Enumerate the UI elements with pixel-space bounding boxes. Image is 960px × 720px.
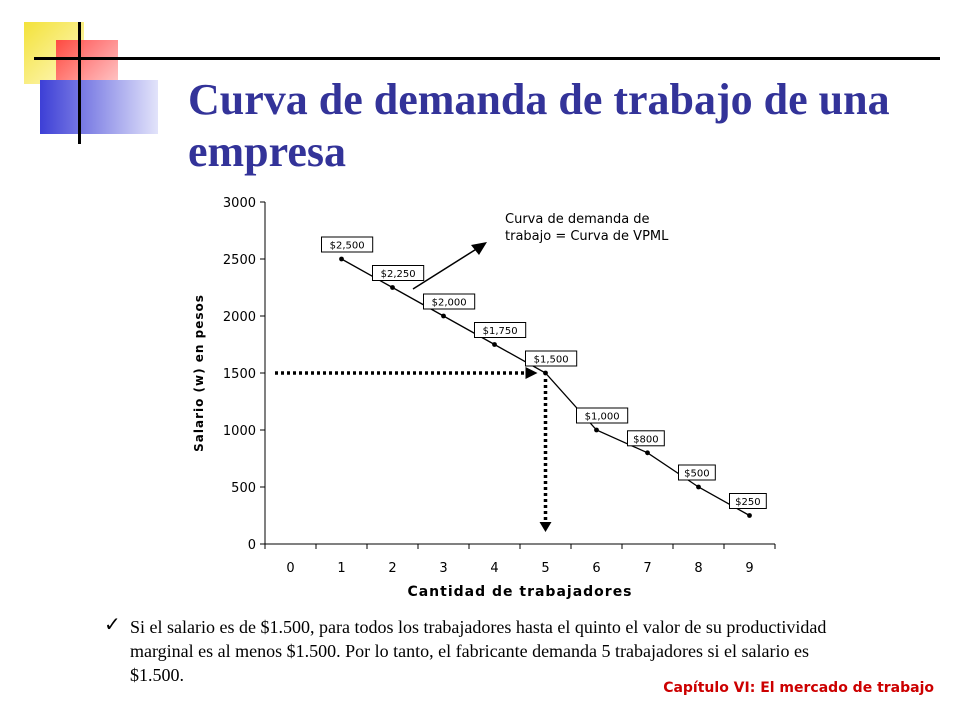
- point-label-box: [729, 493, 767, 509]
- deco-blue-square: [40, 80, 158, 134]
- y-tick-label: 0: [248, 538, 256, 553]
- y-axis-label: Salario (w) en pesos: [192, 294, 206, 452]
- point-label-text: $2,500: [330, 241, 365, 252]
- data-point: [747, 513, 752, 518]
- data-point: [543, 370, 548, 376]
- y-tick-label: 1500: [223, 367, 256, 382]
- point-label: $1,750: [474, 322, 527, 338]
- y-tick-label: 1000: [223, 424, 256, 439]
- reference-arrows: [275, 367, 552, 532]
- x-tick-labels: 0 1 2 3 4 5 6 7 8 9: [286, 561, 753, 576]
- y-tick-label: 2000: [223, 310, 256, 325]
- point-labels: $2,500 $2,250 $2,000 $1,750 $1,500 $1,000 $800…: [321, 236, 767, 509]
- annotation-line-1: Curva de demanda de: [505, 212, 650, 227]
- point-label-text: $1,000: [585, 412, 620, 423]
- point-label-box: [678, 464, 716, 481]
- data-point: [339, 256, 344, 262]
- vertical-arrowhead: [539, 522, 552, 532]
- y-tick-label: 3000: [223, 196, 256, 211]
- annotation: Curva de demanda de trabajo = Curva de V…: [412, 212, 669, 290]
- annotation-line-2: trabajo = Curva de VPML: [505, 229, 669, 244]
- data-point: [645, 450, 650, 456]
- point-label-text: $1,500: [534, 355, 569, 366]
- annotation-arrowhead: [471, 242, 487, 255]
- x-tick-label: 0: [286, 561, 294, 576]
- x-tick-label: 3: [439, 561, 447, 576]
- x-tick-label: 7: [643, 561, 651, 576]
- deco-horizontal-line: [34, 57, 940, 60]
- annotation-arrow-line: [412, 247, 479, 290]
- data-point: [594, 427, 599, 433]
- point-label: $800: [627, 430, 665, 447]
- point-label-text: $500: [684, 469, 709, 480]
- point-label: $500: [678, 464, 716, 481]
- point-label-box: [423, 293, 476, 310]
- checkmark-icon: ✓: [104, 612, 121, 636]
- slide-title: Curva de demanda de trabajo de una empre…: [188, 75, 890, 176]
- point-label: $2,000: [423, 293, 476, 310]
- point-label-text: $250: [735, 497, 760, 508]
- y-tick-label: 2500: [223, 253, 256, 268]
- point-label: $2,250: [372, 265, 425, 281]
- data-point: [390, 285, 395, 290]
- point-label-box: [525, 350, 578, 367]
- data-point: [441, 313, 446, 319]
- y-tick-labels: 0 500 1000 1500 2000 2500 3000: [223, 196, 256, 553]
- point-label-box: [576, 407, 629, 424]
- point-label-text: $1,750: [483, 326, 518, 337]
- x-tick-label: 2: [388, 561, 396, 576]
- y-tick-label: 500: [231, 481, 256, 496]
- point-label-text: $800: [633, 434, 658, 445]
- point-label: $2,500: [321, 236, 374, 253]
- demand-chart: 0 500 1000 1500 2000 2500 3000 0 1 2 3 4 5 6 7 8 9 Sala…: [192, 196, 776, 600]
- x-tick-label: 8: [694, 561, 702, 576]
- point-label-box: [372, 265, 425, 281]
- deco-vertical-line: [78, 22, 81, 144]
- point-label-box: [474, 322, 527, 338]
- horizontal-arrowhead: [525, 367, 538, 379]
- chart-axes: [260, 201, 776, 549]
- x-axis-label: Cantidad de trabajadores: [407, 584, 632, 600]
- point-label-text: $2,250: [381, 269, 416, 280]
- point-label-box: [321, 236, 374, 253]
- point-label: $1,000: [576, 407, 629, 424]
- point-label: $1,500: [525, 350, 578, 367]
- bullet-text: Si el salario es de $1.500, para todos l…: [130, 617, 827, 685]
- data-point: [696, 484, 701, 490]
- data-point: [492, 342, 497, 347]
- x-tick-label: 1: [337, 561, 345, 576]
- x-tick-label: 9: [745, 561, 753, 576]
- point-label-box: [627, 430, 665, 447]
- chapter-footer: Capítulo VI: El mercado de trabajo: [663, 680, 934, 696]
- point-label-text: $2,000: [432, 298, 467, 309]
- x-tick-label: 6: [592, 561, 600, 576]
- point-label: $250: [729, 493, 767, 509]
- x-tick-label: 5: [541, 561, 549, 576]
- x-tick-label: 4: [490, 561, 498, 576]
